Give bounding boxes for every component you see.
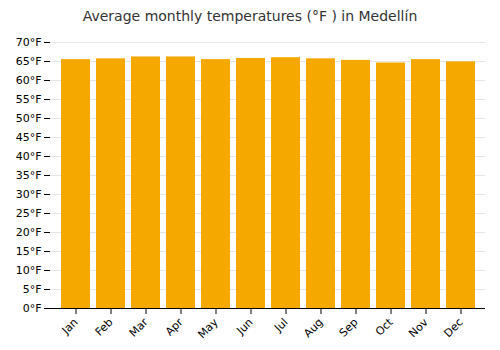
svg-text:Nov: Nov: [406, 315, 431, 340]
svg-text:Aug: Aug: [301, 316, 325, 340]
svg-text:Apr: Apr: [163, 315, 186, 338]
svg-text:40°F: 40°F: [16, 150, 42, 163]
svg-text:15°F: 15°F: [16, 245, 42, 258]
svg-text:Sep: Sep: [337, 316, 361, 340]
svg-text:Jan: Jan: [59, 316, 81, 338]
svg-text:10°F: 10°F: [16, 264, 42, 277]
svg-text:Jul: Jul: [271, 316, 290, 335]
svg-text:70°F: 70°F: [16, 36, 42, 49]
svg-text:Feb: Feb: [93, 316, 116, 339]
html-text:Average monthly temperatures (: Average monthly temperatures (°F ) in Me…: [82, 8, 418, 24]
svg-text:45°F: 45°F: [16, 131, 42, 144]
svg-text:5°F: 5°F: [23, 283, 42, 296]
svg-text:65°F: 65°F: [16, 55, 42, 68]
svg-text:Mar: Mar: [127, 315, 151, 339]
svg-text:25°F: 25°F: [16, 207, 42, 220]
svg-text:Jun: Jun: [234, 316, 256, 338]
svg-text:55°F: 55°F: [16, 93, 42, 106]
svg-text:Oct: Oct: [373, 315, 396, 338]
svg-text:Dec: Dec: [441, 316, 465, 340]
svg-text:60°F: 60°F: [16, 74, 42, 87]
svg-text:50°F: 50°F: [16, 112, 42, 125]
svg-text:30°F: 30°F: [16, 188, 42, 201]
svg-text:May: May: [195, 315, 221, 341]
svg-text:35°F: 35°F: [16, 169, 42, 182]
svg-text:0°F: 0°F: [23, 302, 42, 315]
svg-text:20°F: 20°F: [16, 226, 42, 239]
